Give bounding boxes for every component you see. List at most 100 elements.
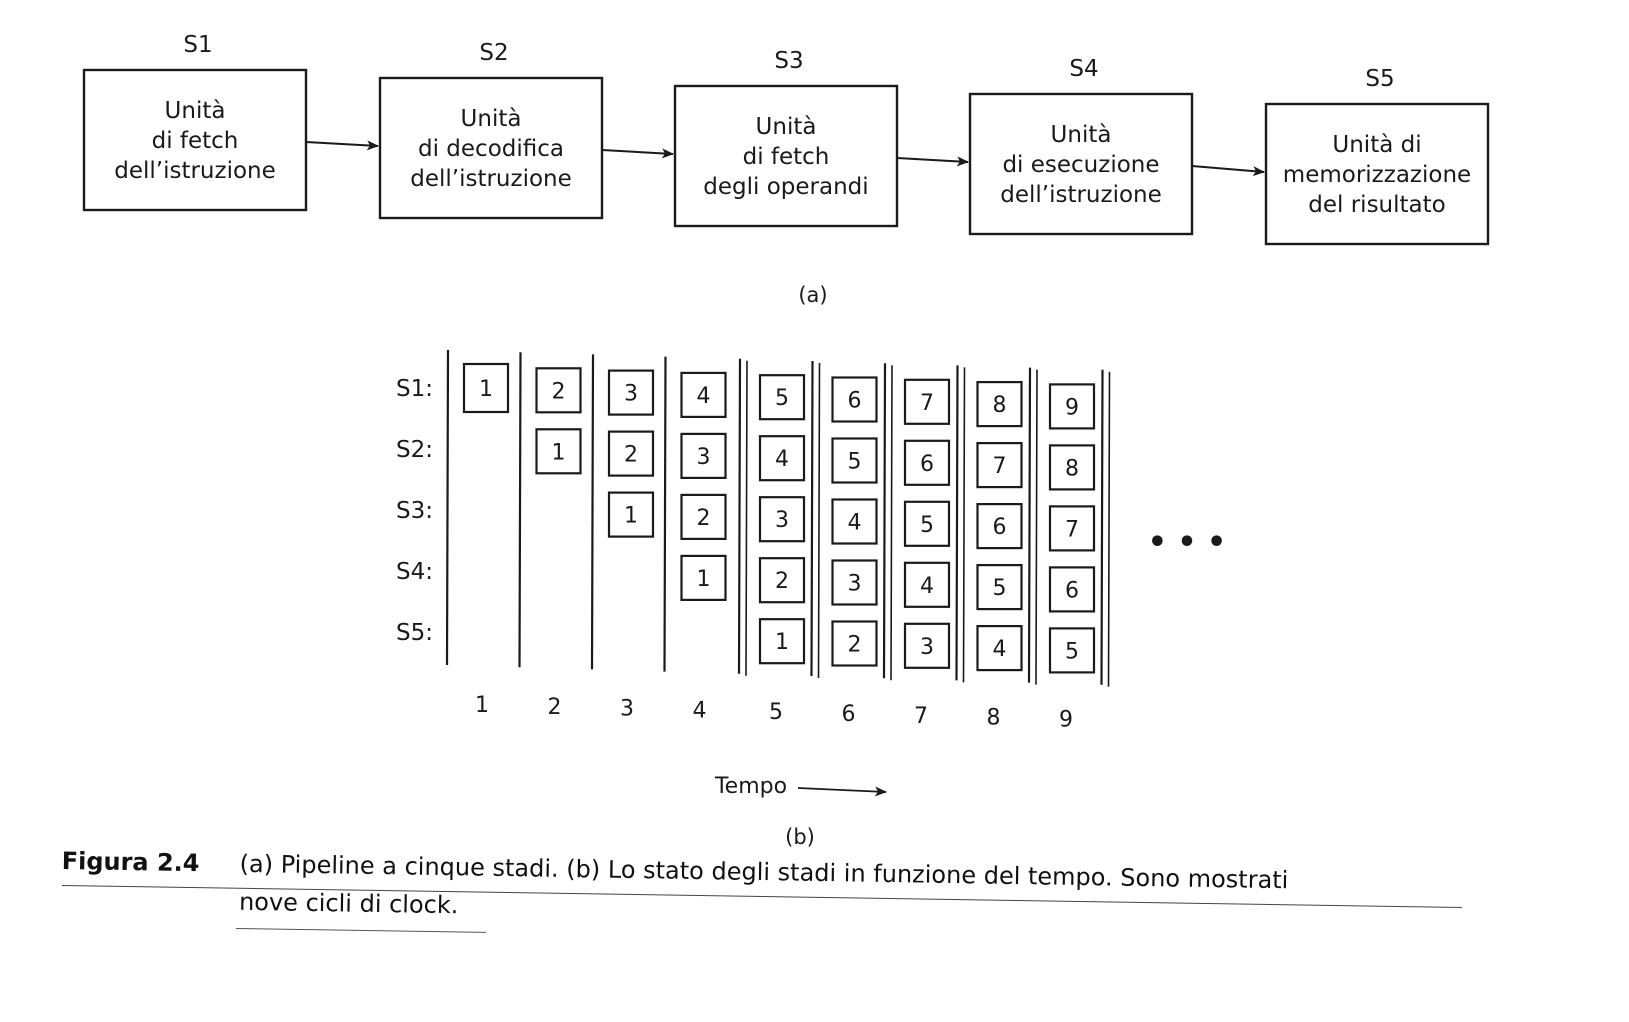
instruction-number: 6	[993, 515, 1007, 540]
pipeline-cell: 6	[903, 439, 951, 486]
instruction-number: 2	[624, 443, 638, 468]
stage-s1: S1 Unità di fetch dell’istruzione	[82, 32, 308, 212]
instruction-number: 1	[775, 630, 789, 655]
cell-box	[831, 559, 878, 606]
pipeline-cell: 3	[758, 496, 806, 543]
stage-text-line: Unità	[756, 114, 817, 140]
instruction-number: 3	[775, 508, 789, 533]
instruction-number: 6	[920, 452, 934, 477]
cycle-tick-5: 5	[769, 700, 783, 725]
stage-text-line: degli operandi	[703, 174, 868, 200]
row-label-s4: S4:	[396, 559, 433, 585]
caption-label: Figura 2.4	[61, 846, 200, 878]
instruction-number: 4	[848, 511, 862, 536]
stage-text-line: di fetch	[743, 144, 830, 170]
pipeline-cell: 4	[680, 371, 727, 418]
cycle-separator-inner	[962, 367, 966, 683]
instruction-number: 4	[775, 447, 789, 472]
instruction-number: 4	[697, 384, 711, 409]
cycle-separator	[518, 352, 522, 668]
cell-box	[976, 563, 1023, 611]
cycle-separator	[1100, 369, 1104, 685]
pipeline-cell: 4	[976, 624, 1023, 672]
instruction-number: 5	[775, 386, 789, 411]
cell-box	[903, 500, 951, 547]
cell-box	[1048, 566, 1096, 613]
cell-box	[758, 435, 806, 482]
pipeline-cell: 1	[535, 428, 582, 475]
pipeline-cell: 4	[903, 561, 951, 608]
cell-box	[903, 622, 951, 669]
pipeline-cell: 3	[607, 369, 655, 416]
cell-box	[1048, 444, 1096, 491]
cell-box	[831, 437, 878, 484]
stage-text-line: del risultato	[1308, 192, 1445, 218]
continuation-dots: • • •	[1148, 525, 1226, 560]
cycle-separator-inner	[890, 365, 893, 681]
pipeline-cell: 6	[831, 376, 878, 423]
stage-box-s3	[673, 84, 899, 228]
instruction-number: 1	[479, 377, 493, 402]
instruction-number: 7	[993, 454, 1007, 479]
pipeline-cell: 2	[831, 620, 878, 667]
stage-arrow	[601, 148, 674, 159]
cycle-tick-9: 9	[1059, 707, 1073, 732]
instruction-number: 9	[1065, 395, 1079, 420]
row-label-s2: S2:	[396, 437, 433, 463]
cycle-separator	[737, 358, 742, 674]
cycle-tick-4: 4	[693, 698, 707, 723]
timing-grid: S1: S2: S3: S4: S5: 1 2 1 3 2 1 4 3 2 1 5 4 3 2 1 6 5 4 3 2 7 6 5 4 3…	[396, 349, 1111, 732]
pipeline-cell: 5	[1048, 627, 1096, 674]
instruction-number: 3	[624, 382, 638, 407]
cycle-separator	[955, 365, 959, 681]
instruction-number: 3	[848, 572, 862, 597]
instruction-number: 4	[920, 574, 934, 599]
stage-s4: S4 Unità di esecuzione dell’istruzione	[968, 56, 1194, 236]
pipeline-cell: 3	[680, 432, 727, 479]
instruction-number: 6	[1065, 578, 1079, 603]
cell-box	[535, 428, 582, 475]
caption-b: (b)	[785, 825, 815, 849]
cell-box	[758, 618, 806, 665]
cycle-separator	[663, 356, 667, 672]
pipeline-cell: 2	[758, 557, 806, 604]
cell-box	[607, 430, 655, 477]
cell-box	[607, 369, 655, 416]
stage-arrow	[305, 140, 379, 151]
cell-box	[1048, 505, 1096, 552]
stage-text-line: dell’istruzione	[114, 158, 276, 184]
pipeline-cell: 1	[607, 491, 655, 538]
pipeline-cell: 2	[680, 493, 727, 540]
cell-box	[831, 498, 878, 545]
cell-box	[607, 491, 655, 538]
cycle-tick-7: 7	[914, 704, 928, 729]
time-axis-label: Tempo	[714, 774, 787, 799]
stage-s5: S5 Unità di memorizzazione del risultato	[1264, 66, 1490, 246]
cell-box	[903, 378, 951, 425]
pipeline-cell: 7	[903, 378, 951, 425]
stage-text-line: di decodifica	[418, 136, 564, 162]
pipeline-cell: 7	[976, 442, 1023, 489]
stage-label-s4: S4	[1069, 56, 1098, 82]
pipeline-cell: 4	[831, 498, 878, 545]
instruction-number: 8	[993, 393, 1007, 418]
instruction-number: 6	[848, 389, 862, 414]
cell-box	[1048, 627, 1096, 674]
time-axis: Tempo	[714, 774, 887, 799]
stage-label-s5: S5	[1365, 66, 1394, 92]
cycle-separator-inner	[817, 362, 821, 679]
cell-box	[758, 557, 806, 604]
cell-box	[758, 496, 806, 543]
cycle-tick-1: 1	[475, 693, 489, 718]
stage-text-line: Unità	[1051, 122, 1112, 148]
pipeline-stages: S1 Unità di fetch dell’istruzione S2 Unità di …	[82, 32, 1490, 246]
cell-box	[680, 432, 727, 479]
stage-s2: S2 Unità di decodifica dell’istruzione	[378, 40, 604, 220]
stage-box-s1	[82, 68, 308, 212]
pipeline-cell: 5	[831, 437, 878, 484]
cell-box	[976, 442, 1023, 489]
instruction-number: 8	[1065, 456, 1079, 481]
stage-text-line: dell’istruzione	[1000, 182, 1162, 208]
cell-box	[903, 439, 951, 486]
cycle-separator-inner	[1035, 369, 1038, 685]
